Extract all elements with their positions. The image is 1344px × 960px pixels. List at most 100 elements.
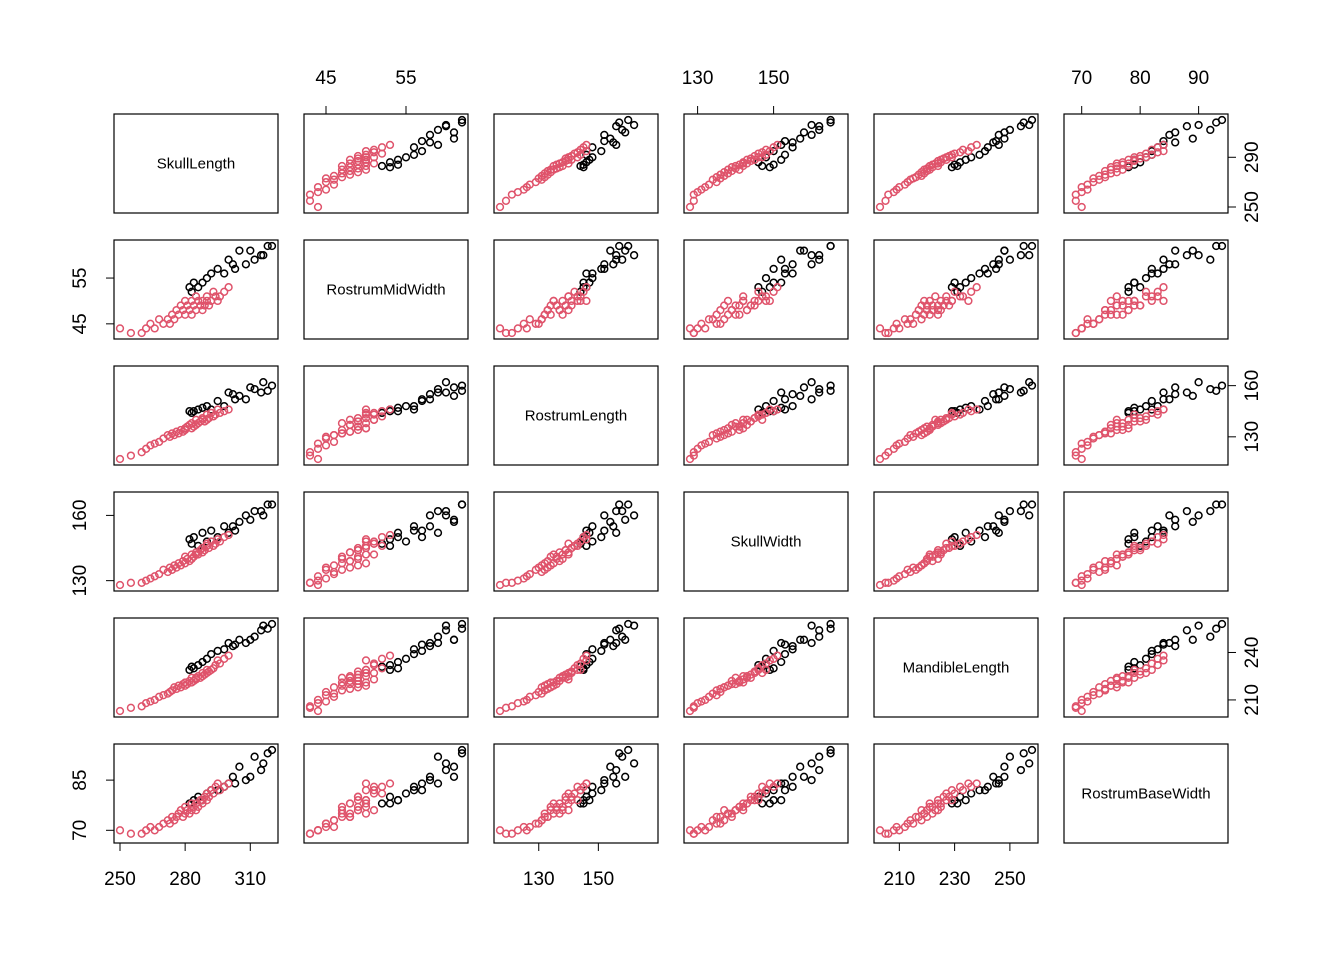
data-point xyxy=(815,125,824,135)
variable-label: SkullWidth xyxy=(731,534,802,551)
data-point xyxy=(807,120,816,130)
data-point xyxy=(1100,305,1110,315)
data-point xyxy=(685,324,695,333)
data-point xyxy=(947,796,957,805)
data-point xyxy=(345,170,355,179)
data-point xyxy=(401,153,411,162)
data-point xyxy=(1153,292,1162,301)
data-point xyxy=(126,451,136,460)
data-point xyxy=(1147,649,1156,659)
data-point xyxy=(353,164,363,173)
data-point xyxy=(933,796,943,805)
data-point xyxy=(685,706,695,716)
data-point xyxy=(788,641,797,651)
data-point xyxy=(558,296,567,306)
data-point xyxy=(975,786,984,795)
data-point xyxy=(321,819,331,828)
data-point xyxy=(228,390,238,399)
data-point xyxy=(198,543,207,553)
data-point xyxy=(600,775,609,785)
data-point xyxy=(788,269,797,278)
data-point xyxy=(495,826,505,835)
data-point xyxy=(955,292,965,301)
data-point xyxy=(385,405,395,414)
data-point xyxy=(1118,296,1127,306)
data-point xyxy=(777,255,786,264)
data-point xyxy=(582,296,591,306)
panel-frame xyxy=(1063,491,1229,592)
data-point xyxy=(1124,287,1133,296)
data-point xyxy=(597,786,606,795)
panel-frame xyxy=(303,617,469,718)
data-point xyxy=(875,454,885,464)
data-point xyxy=(313,202,323,212)
data-point xyxy=(1194,511,1203,520)
tick-label: 45 xyxy=(70,313,91,334)
data-point xyxy=(1124,283,1133,292)
data-point xyxy=(1159,405,1168,414)
data-point xyxy=(624,500,633,509)
data-point xyxy=(716,684,725,694)
data-point xyxy=(224,530,233,540)
data-point xyxy=(727,305,736,315)
data-point xyxy=(826,386,835,395)
data-point xyxy=(588,645,597,654)
data-point xyxy=(525,315,534,324)
data-point xyxy=(200,301,209,310)
data-point xyxy=(501,196,511,205)
data-point xyxy=(815,384,824,394)
data-point xyxy=(807,251,816,260)
tick-label: 70 xyxy=(70,820,91,841)
data-point xyxy=(369,148,379,157)
tick-label: 70 xyxy=(1071,68,1092,89)
data-point xyxy=(704,315,714,324)
data-point xyxy=(582,146,591,156)
data-point xyxy=(202,296,212,306)
data-point xyxy=(250,506,259,516)
data-point xyxy=(361,668,371,678)
data-point xyxy=(980,786,990,795)
data-point xyxy=(369,410,379,419)
data-point xyxy=(685,826,695,835)
data-point xyxy=(1159,146,1168,156)
data-point xyxy=(1089,174,1098,183)
data-point xyxy=(799,128,809,137)
data-point xyxy=(196,546,205,555)
data-point xyxy=(137,448,146,457)
data-point xyxy=(723,296,733,306)
data-point xyxy=(735,310,744,319)
data-point xyxy=(457,118,467,127)
data-point xyxy=(433,388,443,397)
data-point xyxy=(185,535,194,544)
data-point xyxy=(377,407,387,416)
data-point xyxy=(983,522,992,531)
data-point xyxy=(353,422,363,431)
data-point xyxy=(1000,517,1009,527)
data-point xyxy=(256,388,266,397)
data-point xyxy=(761,273,771,283)
data-point xyxy=(618,255,627,264)
data-point xyxy=(259,621,268,630)
data-point xyxy=(773,283,782,292)
data-point xyxy=(377,149,387,158)
data-point xyxy=(393,403,403,412)
data-point xyxy=(629,621,639,630)
data-point xyxy=(137,328,146,338)
data-point xyxy=(955,782,965,791)
data-point xyxy=(393,664,403,673)
data-point xyxy=(1124,305,1133,315)
tick-label: 250 xyxy=(1242,191,1263,223)
data-point xyxy=(1159,296,1168,306)
data-point xyxy=(967,273,976,283)
data-point xyxy=(385,792,395,801)
data-point xyxy=(612,765,621,775)
data-point xyxy=(313,580,323,590)
data-point xyxy=(329,180,339,189)
data-point xyxy=(1217,241,1227,251)
data-point xyxy=(180,678,190,687)
panel-frame xyxy=(873,239,1039,340)
data-point xyxy=(150,439,159,448)
data-point xyxy=(393,155,403,164)
data-point xyxy=(361,681,371,690)
